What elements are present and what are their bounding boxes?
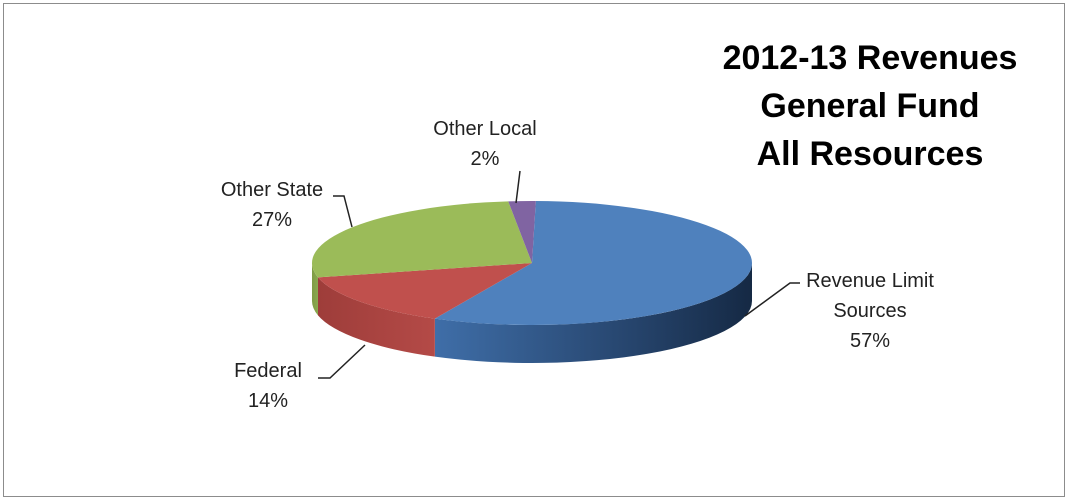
pie-slice-other-state	[312, 201, 532, 278]
chart-title: 2012-13 Revenues General Fund All Resour…	[690, 34, 1050, 178]
percent-label-revenue-limit: 57%	[850, 330, 890, 352]
percent-label-other-state: 27%	[252, 209, 292, 231]
leader-line-revenue-limit	[744, 282, 800, 317]
pie-side-federal	[317, 277, 435, 357]
pie-side-other-state	[312, 263, 318, 316]
slice-label-federal: Federal	[234, 360, 302, 382]
percent-label-other-local: 2%	[471, 148, 500, 170]
slice-label-revenue-limit: Revenue Limit	[806, 270, 934, 292]
pie-slice-other-local	[508, 201, 536, 263]
pie-slice-federal	[317, 263, 532, 319]
pie-side-revenue-limit	[434, 263, 752, 363]
slice-label-revenue-limit: Sources	[833, 300, 906, 322]
percent-label-federal: 14%	[248, 390, 288, 412]
pie-slice-revenue-limit	[434, 201, 753, 326]
leader-line-other-local	[515, 170, 521, 204]
chart-title-line-1: 2012-13 Revenues	[722, 39, 1018, 77]
leader-line-federal	[318, 344, 366, 379]
chart-title-line-3: All Resources	[756, 135, 984, 173]
chart-title-line-2: General Fund	[760, 87, 980, 125]
leader-line-other-state	[333, 195, 353, 228]
slice-label-other-local: Other Local	[433, 118, 536, 140]
slice-label-other-state: Other State	[221, 179, 323, 201]
